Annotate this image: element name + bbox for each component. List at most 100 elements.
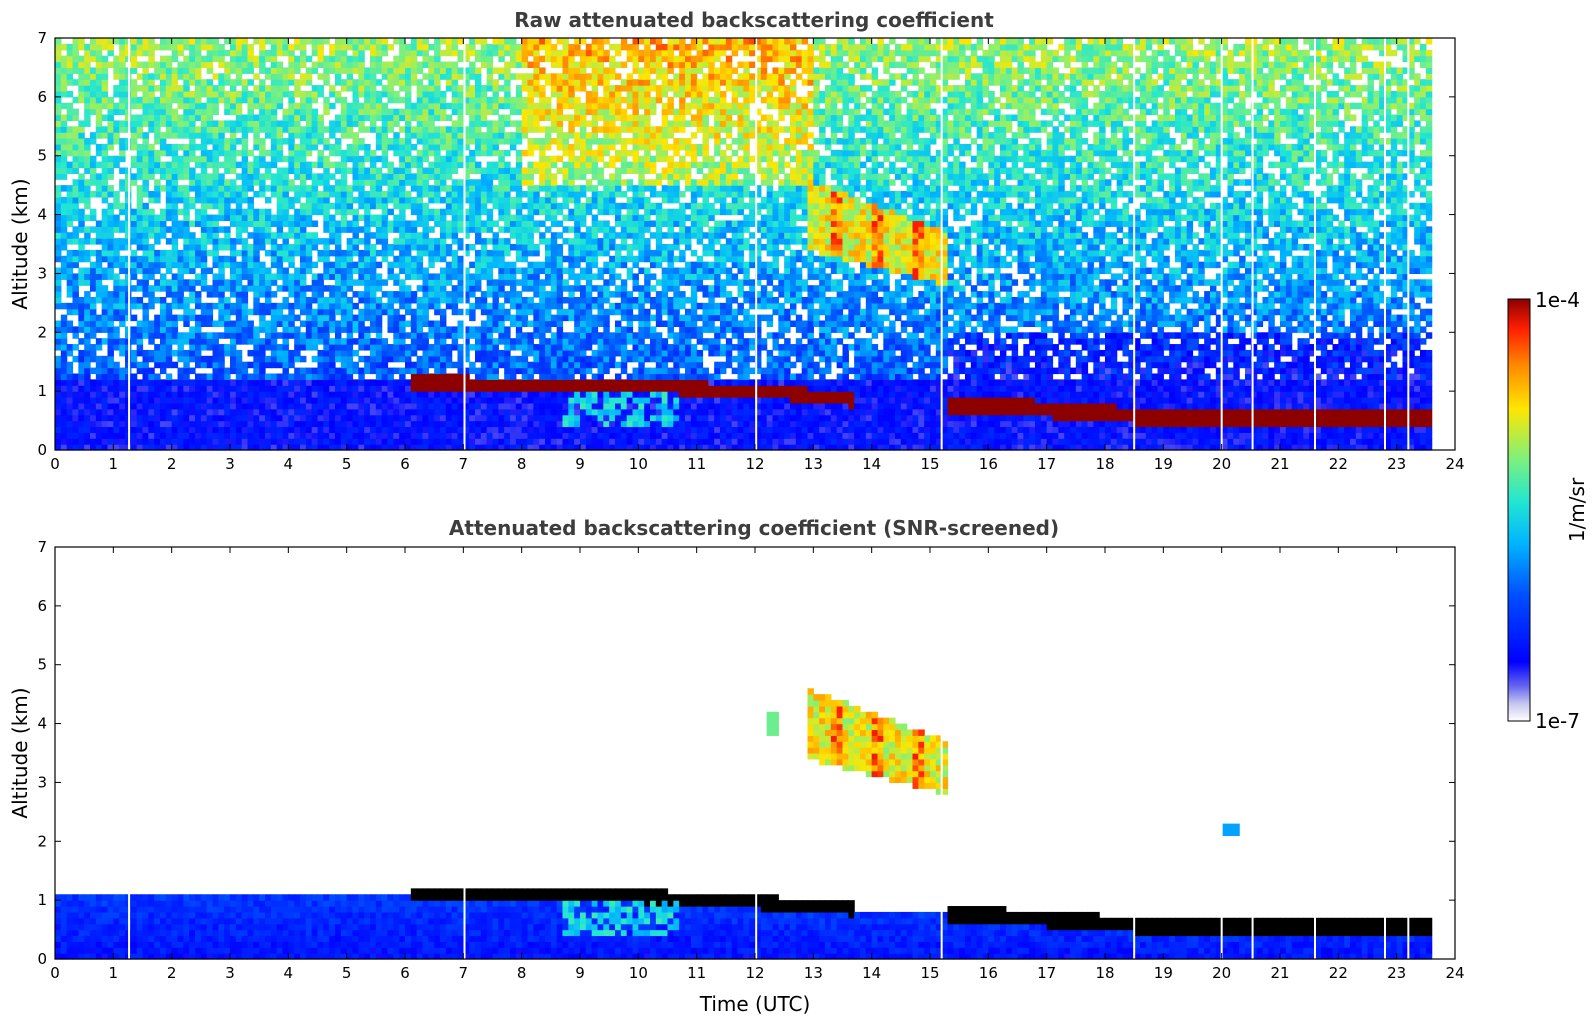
heatmap-cell <box>294 120 300 126</box>
heatmap-cell <box>55 120 61 126</box>
heatmap-cell <box>131 338 137 344</box>
heatmap-cell <box>55 238 61 244</box>
heatmap-cell <box>183 391 189 397</box>
heatmap-cell <box>475 385 481 391</box>
heatmap-cell <box>370 368 376 374</box>
heatmap-cell <box>405 97 411 103</box>
heatmap-cell <box>213 179 219 185</box>
heatmap-cell <box>73 332 79 338</box>
heatmap-cell <box>253 85 259 91</box>
heatmap-cell <box>458 132 464 138</box>
heatmap-cell <box>388 179 394 185</box>
heatmap-cell <box>504 203 510 209</box>
heatmap-cell <box>294 109 300 115</box>
heatmap-cell <box>329 62 335 68</box>
heatmap-cell <box>213 362 219 368</box>
heatmap-cell <box>393 91 399 97</box>
heatmap-cell <box>201 209 207 215</box>
heatmap-cell <box>539 421 545 427</box>
heatmap-cell <box>539 403 545 409</box>
heatmap-cell <box>440 250 446 256</box>
heatmap-cell <box>84 144 90 150</box>
heatmap-cell <box>353 215 359 221</box>
heatmap-cell <box>294 167 300 173</box>
heatmap-cell <box>306 91 312 97</box>
heatmap-cell <box>148 191 154 197</box>
heatmap-cell <box>452 209 458 215</box>
heatmap-cell <box>533 44 539 50</box>
heatmap-cell <box>242 297 248 303</box>
heatmap-cell <box>335 391 341 397</box>
heatmap-cell <box>259 309 265 315</box>
heatmap-cell <box>166 403 172 409</box>
heatmap-cell <box>178 67 184 73</box>
heatmap-cell <box>148 285 154 291</box>
heatmap-cell <box>388 291 394 297</box>
heatmap-cell <box>236 185 242 191</box>
heatmap-cell <box>61 132 67 138</box>
heatmap-cell <box>446 44 452 50</box>
heatmap-cell <box>405 162 411 168</box>
heatmap-cell <box>131 56 137 62</box>
heatmap-cell <box>312 438 318 444</box>
heatmap-cell <box>224 144 230 150</box>
heatmap-cell <box>248 256 254 262</box>
heatmap-cell <box>265 321 271 327</box>
heatmap-cell <box>370 326 376 332</box>
heatmap-cell <box>376 362 382 368</box>
heatmap-cell <box>376 403 382 409</box>
heatmap-cell <box>230 391 236 397</box>
heatmap-cell <box>440 167 446 173</box>
heatmap-cell <box>242 97 248 103</box>
heatmap-cell <box>160 415 166 421</box>
heatmap-cell <box>358 344 364 350</box>
heatmap-cell <box>172 432 178 438</box>
heatmap-cell <box>323 379 329 385</box>
heatmap-cell <box>411 315 417 321</box>
heatmap-cell <box>539 297 545 303</box>
heatmap-cell <box>78 150 84 156</box>
heatmap-cell <box>294 162 300 168</box>
heatmap-cell <box>469 332 475 338</box>
heatmap-cell <box>283 268 289 274</box>
heatmap-cell <box>248 273 254 279</box>
heatmap-cell <box>306 79 312 85</box>
heatmap-cell <box>364 232 370 238</box>
heatmap-cell <box>67 132 73 138</box>
heatmap-cell <box>178 232 184 238</box>
heatmap-cell <box>364 38 370 44</box>
heatmap-cell <box>96 238 102 244</box>
heatmap-cell <box>113 215 119 221</box>
heatmap-cell <box>288 97 294 103</box>
heatmap-cell <box>440 67 446 73</box>
heatmap-cell <box>323 332 329 338</box>
heatmap-cell <box>522 173 528 179</box>
heatmap-cell <box>347 220 353 226</box>
heatmap-cell <box>528 262 534 268</box>
heatmap-cell <box>166 103 172 109</box>
heatmap-cell <box>277 285 283 291</box>
heatmap-cell <box>78 379 84 385</box>
heatmap-cell <box>172 391 178 397</box>
heatmap-cell <box>195 332 201 338</box>
heatmap-cell <box>510 409 516 415</box>
heatmap-cell <box>55 173 61 179</box>
heatmap-cell <box>67 185 73 191</box>
heatmap-cell <box>399 197 405 203</box>
heatmap-cell <box>388 191 394 197</box>
heatmap-cell <box>207 44 213 50</box>
heatmap-cell <box>96 250 102 256</box>
heatmap-cell <box>271 73 277 79</box>
heatmap-cell <box>207 309 213 315</box>
heatmap-cell <box>475 297 481 303</box>
heatmap-cell <box>166 197 172 203</box>
heatmap-cell <box>440 438 446 444</box>
heatmap-cell <box>428 273 434 279</box>
heatmap-cell <box>172 150 178 156</box>
heatmap-cell <box>335 438 341 444</box>
heatmap-cell <box>277 391 283 397</box>
heatmap-cell <box>143 415 149 421</box>
heatmap-cell <box>288 421 294 427</box>
heatmap-cell <box>353 397 359 403</box>
heatmap-cell <box>230 238 236 244</box>
